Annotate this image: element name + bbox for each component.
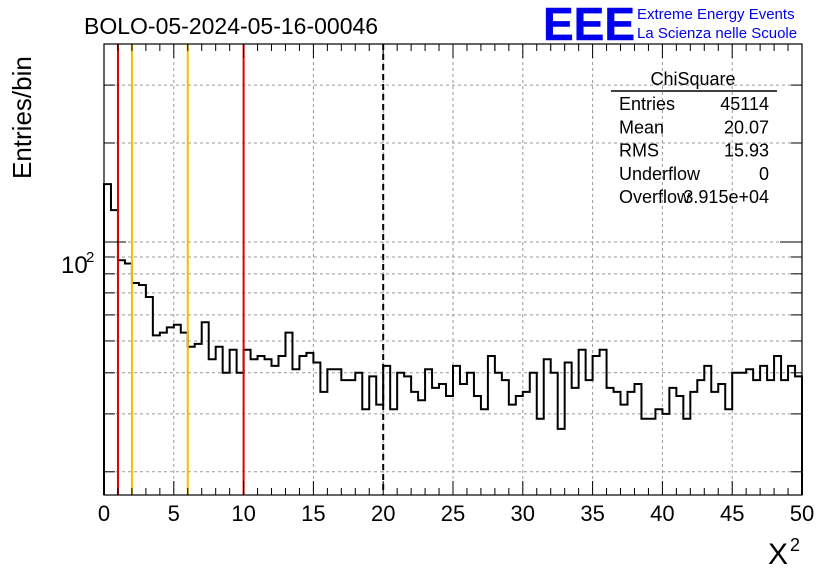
marker-lines xyxy=(116,44,385,495)
stats-label: RMS xyxy=(619,141,659,161)
stats-value: 15.93 xyxy=(724,141,769,161)
logo-line2: La Scienza nelle Scuole xyxy=(637,25,797,42)
stats-value: 0 xyxy=(759,164,769,184)
x-axis-label: X xyxy=(768,538,788,571)
x-tick-label: 25 xyxy=(441,501,465,526)
x-tick-label: 5 xyxy=(168,501,180,526)
y-tick-label-exponent: 2 xyxy=(86,249,94,266)
eee-logo-mark: EEE xyxy=(543,0,635,50)
x-tick-label: 35 xyxy=(580,501,604,526)
x-tick-label: 10 xyxy=(231,501,255,526)
logo-line1: Extreme Energy Events xyxy=(637,6,795,23)
grid xyxy=(104,43,802,495)
stats-value: 20.07 xyxy=(724,117,769,137)
stats-value: 45114 xyxy=(720,94,769,114)
y-tick-label-base: 10 xyxy=(61,252,88,279)
x-tick-label: 15 xyxy=(301,501,325,526)
x-tick-label: 40 xyxy=(650,501,674,526)
stats-title: ChiSquare xyxy=(650,69,735,89)
stats-label: Underflow xyxy=(619,164,701,184)
y-axis-label: Entries/bin xyxy=(7,56,37,179)
x-tick-label: 50 xyxy=(790,501,814,526)
x-tick-label: 20 xyxy=(371,501,395,526)
x-tick-labels: 0 5 10 15 20 25 30 35 40 45 50 xyxy=(98,501,814,526)
stats-label: Entries xyxy=(619,94,675,114)
stats-value: 3.915e+04 xyxy=(683,187,769,207)
axis-ticks xyxy=(103,43,803,495)
stats-label: Overflow xyxy=(619,187,691,207)
stats-box: ChiSquare Entries 45114 Mean 20.07 RMS 15.93 U… xyxy=(611,69,777,207)
x-tick-label: 0 xyxy=(98,501,110,526)
x-tick-label: 30 xyxy=(511,501,535,526)
chart-title: BOLO-05-2024-05-16-00046 xyxy=(84,13,378,39)
stats-rows: Entries 45114 Mean 20.07 RMS 15.93 Underflow 0 O… xyxy=(619,94,769,207)
stats-label: Mean xyxy=(619,117,664,137)
x-axis-label-superscript: 2 xyxy=(790,535,800,555)
histogram-series xyxy=(103,183,803,495)
x-tick-label: 45 xyxy=(720,501,744,526)
eee-logo: EEE Extreme Energy Events La Scienza nel… xyxy=(543,0,797,50)
histogram-line xyxy=(103,183,803,495)
